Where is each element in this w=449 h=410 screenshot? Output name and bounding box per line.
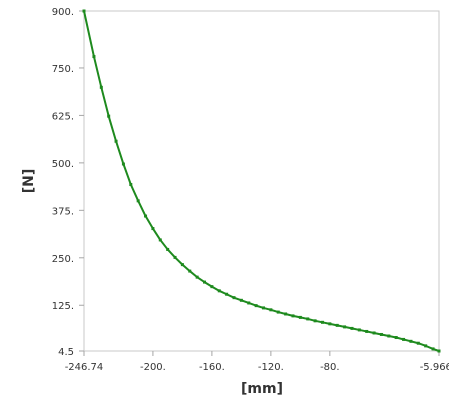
data-point xyxy=(276,310,280,314)
data-point xyxy=(99,85,103,89)
data-point xyxy=(82,9,86,13)
data-point xyxy=(129,183,133,187)
data-point xyxy=(225,292,229,296)
data-point xyxy=(298,315,302,319)
data-point xyxy=(269,308,273,312)
data-point xyxy=(262,306,265,310)
data-point xyxy=(92,55,96,59)
data-point xyxy=(409,339,413,343)
data-point xyxy=(151,227,155,231)
data-point xyxy=(114,139,118,143)
series-group xyxy=(82,9,441,353)
y-tick-label: 125. xyxy=(52,301,74,312)
x-tick-label: -80. xyxy=(320,362,340,373)
y-tick-label: 250. xyxy=(52,254,74,265)
data-point xyxy=(365,329,369,333)
data-point xyxy=(350,326,354,330)
data-point xyxy=(424,344,428,348)
y-tick-label: 900. xyxy=(52,7,74,18)
y-tick-label: 4.5 xyxy=(58,347,74,358)
data-point xyxy=(387,334,391,338)
y-axis-label: [N] xyxy=(21,169,37,194)
y-tick-label: 500. xyxy=(52,159,74,170)
data-point xyxy=(328,322,332,326)
data-point xyxy=(254,304,258,308)
data-point xyxy=(239,298,243,302)
x-tick-label: -120. xyxy=(258,362,284,373)
data-point xyxy=(394,336,398,340)
data-point xyxy=(232,296,236,300)
x-tick-label: -5.9669 xyxy=(420,362,449,373)
data-point xyxy=(180,263,184,267)
data-point xyxy=(136,199,140,203)
data-point xyxy=(284,312,288,316)
series-line xyxy=(83,10,440,352)
data-point xyxy=(195,275,199,279)
data-point xyxy=(291,314,295,318)
data-point xyxy=(158,238,162,242)
x-tick-label: -200. xyxy=(140,362,166,373)
data-point xyxy=(247,301,251,305)
data-point xyxy=(357,328,361,332)
data-point xyxy=(166,247,170,251)
x-tick-label: -246.74 xyxy=(65,362,104,373)
plot-frame xyxy=(83,10,440,352)
data-point xyxy=(431,347,435,351)
data-point xyxy=(210,285,214,289)
data-point xyxy=(320,320,324,324)
y-tick-label: 750. xyxy=(52,64,74,75)
data-point xyxy=(402,337,406,341)
data-point xyxy=(437,349,441,353)
data-point xyxy=(203,280,207,284)
data-point xyxy=(306,317,310,321)
x-tick-label: -160. xyxy=(199,362,225,373)
data-point xyxy=(107,114,111,118)
y-tick-label: 625. xyxy=(52,111,74,122)
data-point xyxy=(121,162,125,166)
y-axis-ticks: 4.5 125. 250. 375. 500. 625. 750. 900. xyxy=(52,7,84,358)
data-point xyxy=(343,325,347,329)
y-tick-label: 375. xyxy=(52,206,74,217)
x-axis-label: [mm] xyxy=(241,381,283,397)
data-point xyxy=(188,269,192,273)
data-point xyxy=(217,289,221,293)
x-axis-ticks: -246.74 -200. -160. -120. -80. -5.9669 xyxy=(65,351,449,373)
data-point xyxy=(173,255,177,259)
data-point xyxy=(144,214,148,218)
data-point xyxy=(379,332,383,336)
data-point xyxy=(313,319,317,323)
data-point xyxy=(416,341,420,345)
data-point xyxy=(372,331,376,335)
data-point xyxy=(335,323,339,327)
